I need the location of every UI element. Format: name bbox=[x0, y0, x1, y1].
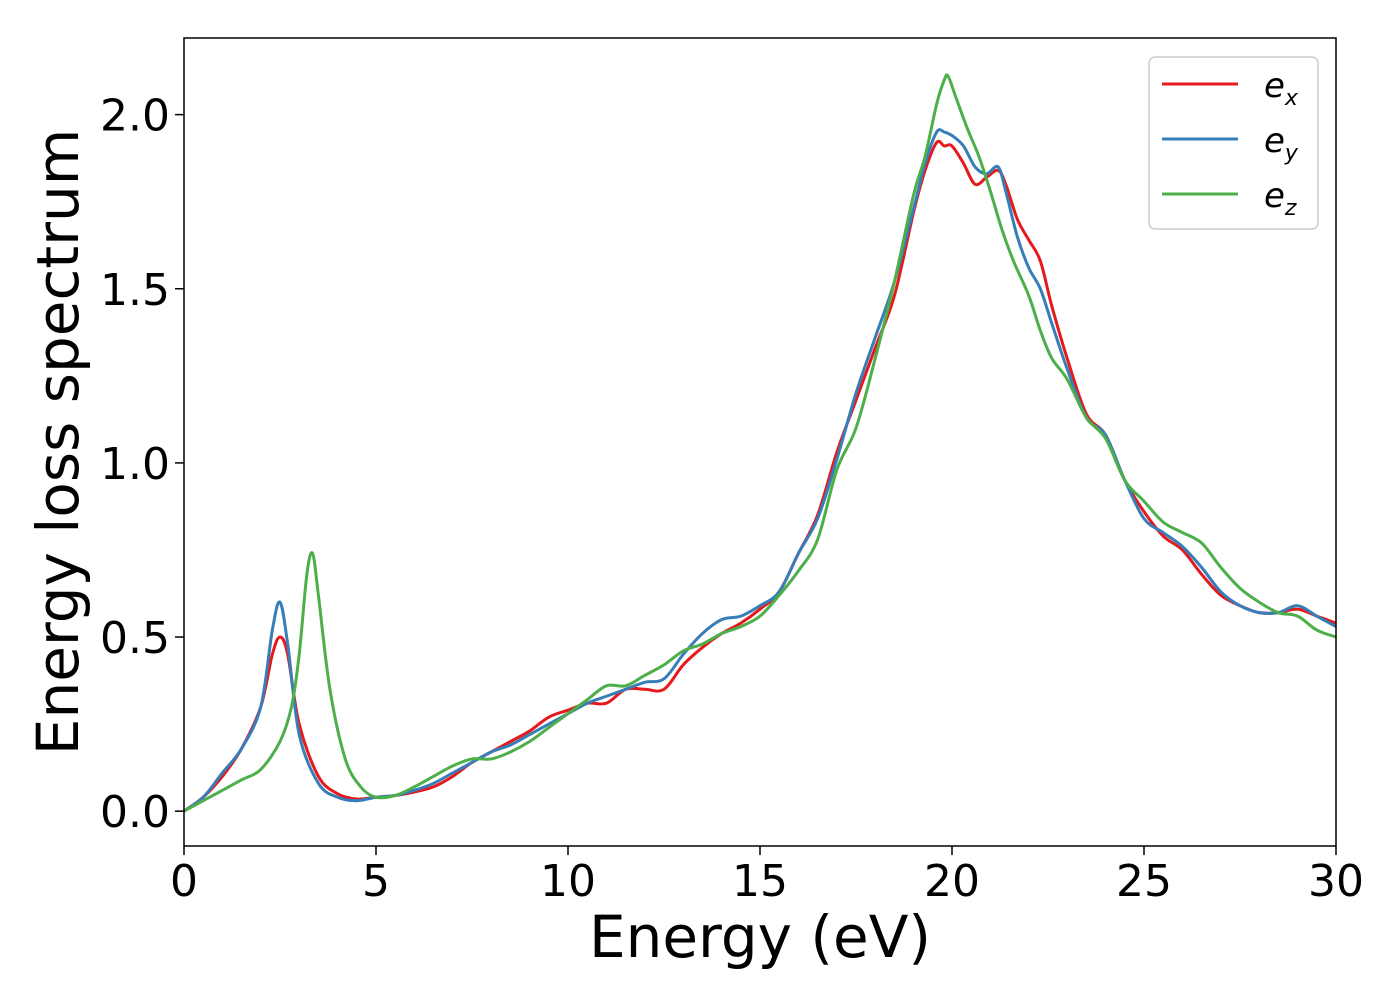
x-tick-label: 20 bbox=[924, 856, 980, 907]
series-layer bbox=[183, 73, 1337, 813]
legend-label-y: ey bbox=[1264, 121, 1299, 166]
legend-label-x: ex bbox=[1264, 66, 1299, 111]
x-axis-ticks: 0 5 10 15 20 25 30 bbox=[170, 846, 1364, 907]
legend: ex ey ez bbox=[1148, 56, 1319, 230]
y-tick-label: 2.0 bbox=[100, 91, 170, 142]
series-line-z bbox=[183, 73, 1337, 813]
y-tick-label: 0.5 bbox=[100, 613, 170, 664]
legend-label-z: ez bbox=[1264, 176, 1297, 221]
y-tick-label: 1.5 bbox=[100, 265, 170, 316]
x-tick-label: 30 bbox=[1308, 856, 1364, 907]
x-tick-label: 10 bbox=[540, 856, 596, 907]
plot-background bbox=[184, 38, 1336, 846]
legend-box bbox=[1148, 56, 1319, 230]
y-axis-label: Energy loss spectrum bbox=[24, 129, 92, 755]
x-tick-label: 5 bbox=[362, 856, 390, 907]
x-tick-label: 15 bbox=[732, 856, 788, 907]
y-tick-label: 0.0 bbox=[100, 787, 170, 838]
x-tick-label: 0 bbox=[170, 856, 198, 907]
x-tick-label: 25 bbox=[1116, 856, 1172, 907]
y-axis-ticks: 0.0 0.5 1.0 1.5 2.0 bbox=[100, 91, 184, 838]
x-axis-label: Energy (eV) bbox=[589, 903, 931, 971]
y-tick-label: 1.0 bbox=[100, 439, 170, 490]
